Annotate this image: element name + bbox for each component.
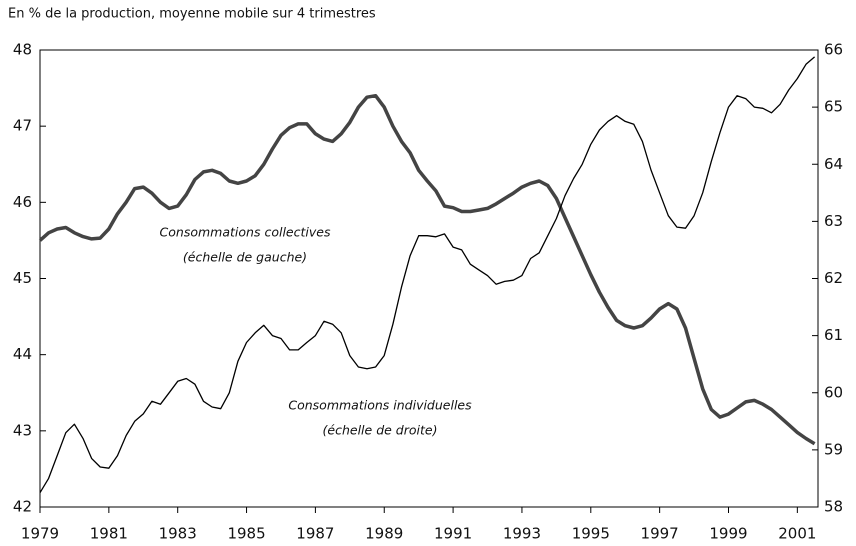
x-tick-label: 1985	[227, 525, 265, 543]
y-tick-label: 46	[13, 193, 32, 211]
y-tick-label: 43	[13, 421, 32, 439]
series-scale-note: (échelle de gauche)	[183, 250, 307, 265]
y2-tick-label: 60	[824, 383, 843, 401]
y2-tick-label: 61	[824, 326, 843, 344]
x-tick-label: 1983	[159, 525, 197, 543]
series-label: Consommations individuelles	[288, 398, 472, 413]
y2-tick-label: 64	[824, 155, 843, 173]
y2-tick-label: 66	[824, 41, 843, 59]
x-tick-label: 1993	[503, 525, 541, 543]
chart-subtitle: En % de la production, moyenne mobile su…	[8, 7, 376, 22]
x-tick-label: 1995	[572, 525, 610, 543]
y2-tick-label: 62	[824, 269, 843, 287]
y2-tick-label: 59	[824, 440, 843, 458]
x-tick-label: 1981	[90, 525, 128, 543]
x-tick-label: 1991	[434, 525, 472, 543]
y2-tick-label: 65	[824, 98, 843, 116]
plot-frame	[39, 49, 819, 508]
x-tick-label: 2001	[778, 525, 816, 543]
series-line	[39, 56, 816, 494]
y-tick-label: 42	[13, 498, 32, 516]
y2-tick-label: 58	[824, 498, 843, 516]
x-tick-label: 1989	[365, 525, 403, 543]
series-line	[38, 93, 816, 446]
x-tick-label: 1997	[641, 525, 679, 543]
y-tick-label: 48	[13, 41, 32, 59]
y2-tick-label: 63	[824, 212, 843, 230]
series-scale-note: (échelle de droite)	[323, 423, 438, 438]
y-tick-label: 44	[13, 345, 32, 363]
series-label: Consommations collectives	[160, 225, 331, 240]
x-tick-label: 1979	[21, 525, 59, 543]
x-tick-label: 1987	[296, 525, 334, 543]
y-tick-label: 45	[13, 269, 32, 287]
y-tick-label: 47	[13, 117, 32, 135]
x-tick-label: 1999	[709, 525, 747, 543]
